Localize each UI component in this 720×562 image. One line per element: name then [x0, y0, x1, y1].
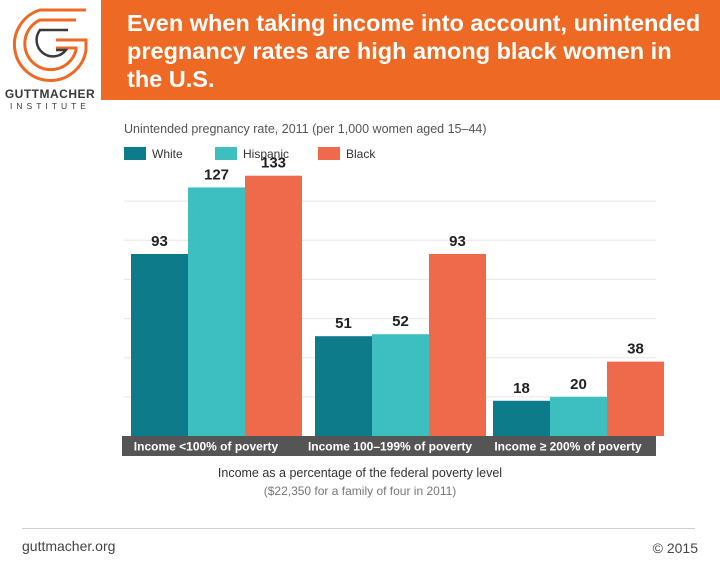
- legend-label-black: Black: [346, 147, 376, 161]
- data-label-black-2: 38: [627, 341, 644, 358]
- header-banner: Even when taking income into account, un…: [101, 0, 720, 100]
- footer-copyright: © 2015: [652, 540, 698, 556]
- bar-hispanic-1: [372, 334, 429, 436]
- headline: Even when taking income into account, un…: [127, 10, 701, 92]
- x-axis-note: ($22,350 for a family of four in 2011): [263, 484, 457, 498]
- bar-black-1: [429, 253, 486, 436]
- legend-swatch-white: [124, 147, 146, 160]
- legend-label-white: White: [152, 147, 183, 161]
- footer-website: guttmacher.org: [22, 538, 116, 554]
- legend-swatch-black: [318, 147, 340, 160]
- data-label-hispanic-1: 52: [392, 313, 409, 330]
- data-label-black-0: 133: [261, 155, 286, 172]
- category-label-2: Income ≥ 200% of poverty: [494, 440, 642, 454]
- logo-name: GUTTMACHER: [4, 87, 96, 101]
- data-label-hispanic-0: 127: [204, 166, 229, 183]
- logo: GUTTMACHER INSTITUTE: [0, 0, 100, 111]
- x-axis-label: Income as a percentage of the federal po…: [217, 466, 503, 480]
- category-label-0: Income <100% of poverty: [134, 440, 279, 454]
- bar-hispanic-0: [188, 187, 245, 436]
- guttmacher-g-icon: [12, 8, 88, 82]
- bar-hispanic-2: [550, 396, 607, 436]
- chart-subtitle: Unintended pregnancy rate, 2011 (per 1,0…: [124, 122, 487, 136]
- data-label-white-0: 93: [151, 233, 168, 250]
- data-label-white-1: 51: [335, 315, 352, 332]
- category-axis: Income <100% of poverty Income 100–199% o…: [122, 436, 656, 456]
- bar-black-2: [607, 361, 664, 436]
- bar-black-0: [245, 175, 302, 436]
- footer-divider: [22, 528, 695, 529]
- category-axis-band: [122, 436, 656, 456]
- data-label-white-2: 18: [513, 380, 530, 397]
- logo-subtitle: INSTITUTE: [10, 101, 90, 111]
- bar-white-2: [493, 400, 550, 436]
- data-labels: 93 127 133 51 52 93 18 20 38: [151, 155, 644, 397]
- bar-white-1: [315, 336, 372, 436]
- category-label-1: Income 100–199% of poverty: [308, 440, 472, 454]
- legend-label-hispanic: Hispanic: [243, 147, 290, 161]
- data-label-black-1: 93: [449, 233, 466, 250]
- data-label-hispanic-2: 20: [570, 376, 587, 393]
- legend-swatch-hispanic: [215, 147, 237, 160]
- bar-white-0: [131, 253, 188, 436]
- bars: [131, 175, 664, 436]
